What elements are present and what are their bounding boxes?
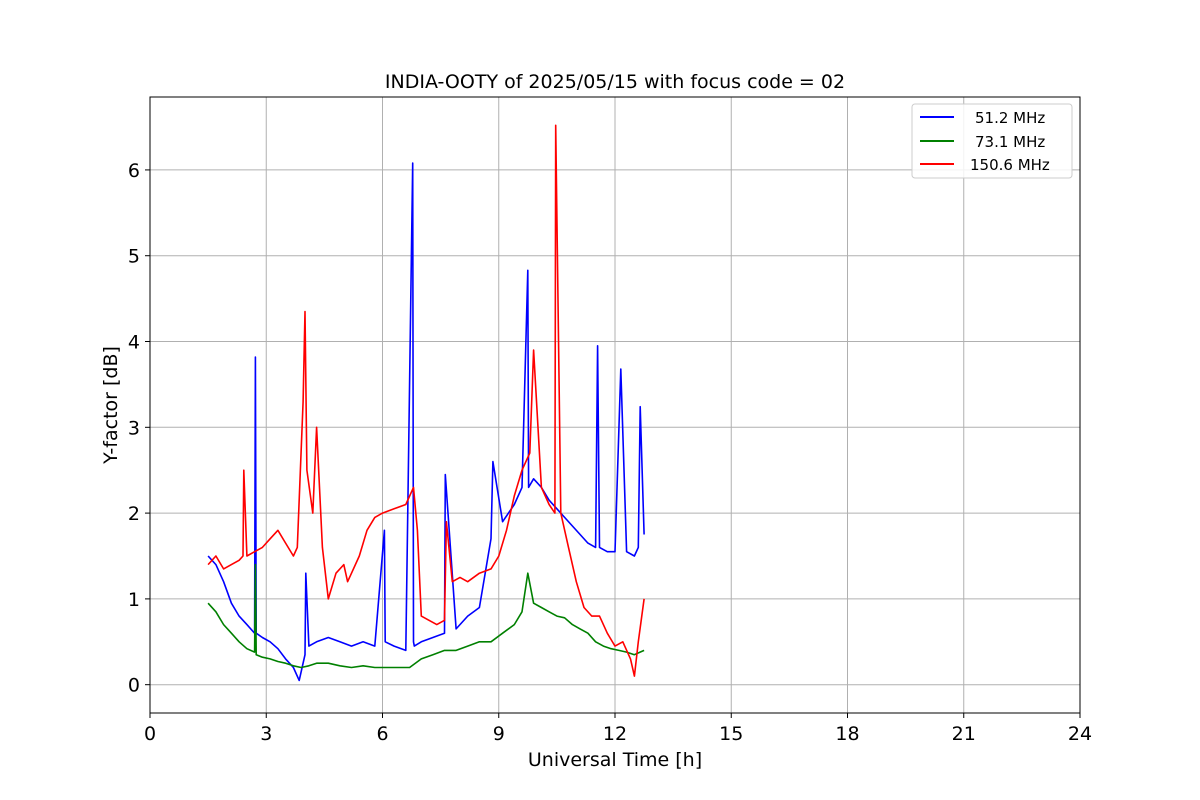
- x-tick-label: 21: [952, 723, 976, 745]
- x-tick-label: 9: [493, 723, 505, 745]
- y-tick-label: 2: [128, 503, 140, 525]
- x-tick-label: 18: [835, 723, 859, 745]
- series-layer: [207, 124, 645, 682]
- series-150-mhz-line: [207, 124, 645, 677]
- series-73-mhz-line: [207, 563, 645, 669]
- x-tick-label: 12: [603, 723, 627, 745]
- x-axis-label: Universal Time [h]: [528, 749, 702, 771]
- legend-label-51-mhz: 51.2 MHz: [975, 109, 1045, 127]
- legend: 51.2 MHz 73.1 MHz 150.6 MHz: [911, 103, 1073, 179]
- legend-label-73-mhz: 73.1 MHz: [975, 133, 1045, 151]
- y-axis-label: Y-factor [dB]: [100, 346, 122, 465]
- y-tick-label: 6: [128, 160, 140, 182]
- x-tick-label: 3: [260, 723, 272, 745]
- y-tick-label: 3: [128, 417, 140, 439]
- x-tick-label: 15: [719, 723, 743, 745]
- y-tick-label: 0: [128, 675, 140, 697]
- x-tick-label: 24: [1068, 723, 1092, 745]
- legend-box: [911, 103, 1073, 179]
- y-tick-label: 5: [128, 246, 140, 268]
- chart-title: INDIA-OOTY of 2025/05/15 with focus code…: [385, 71, 845, 93]
- y-tick-label: 4: [128, 332, 140, 354]
- y-tick-label: 1: [128, 589, 140, 611]
- x-tick-label: 0: [144, 723, 156, 745]
- legend-label-150-mhz: 150.6 MHz: [970, 156, 1050, 174]
- x-tick-label: 6: [376, 723, 388, 745]
- series-51-mhz-line: [207, 162, 645, 682]
